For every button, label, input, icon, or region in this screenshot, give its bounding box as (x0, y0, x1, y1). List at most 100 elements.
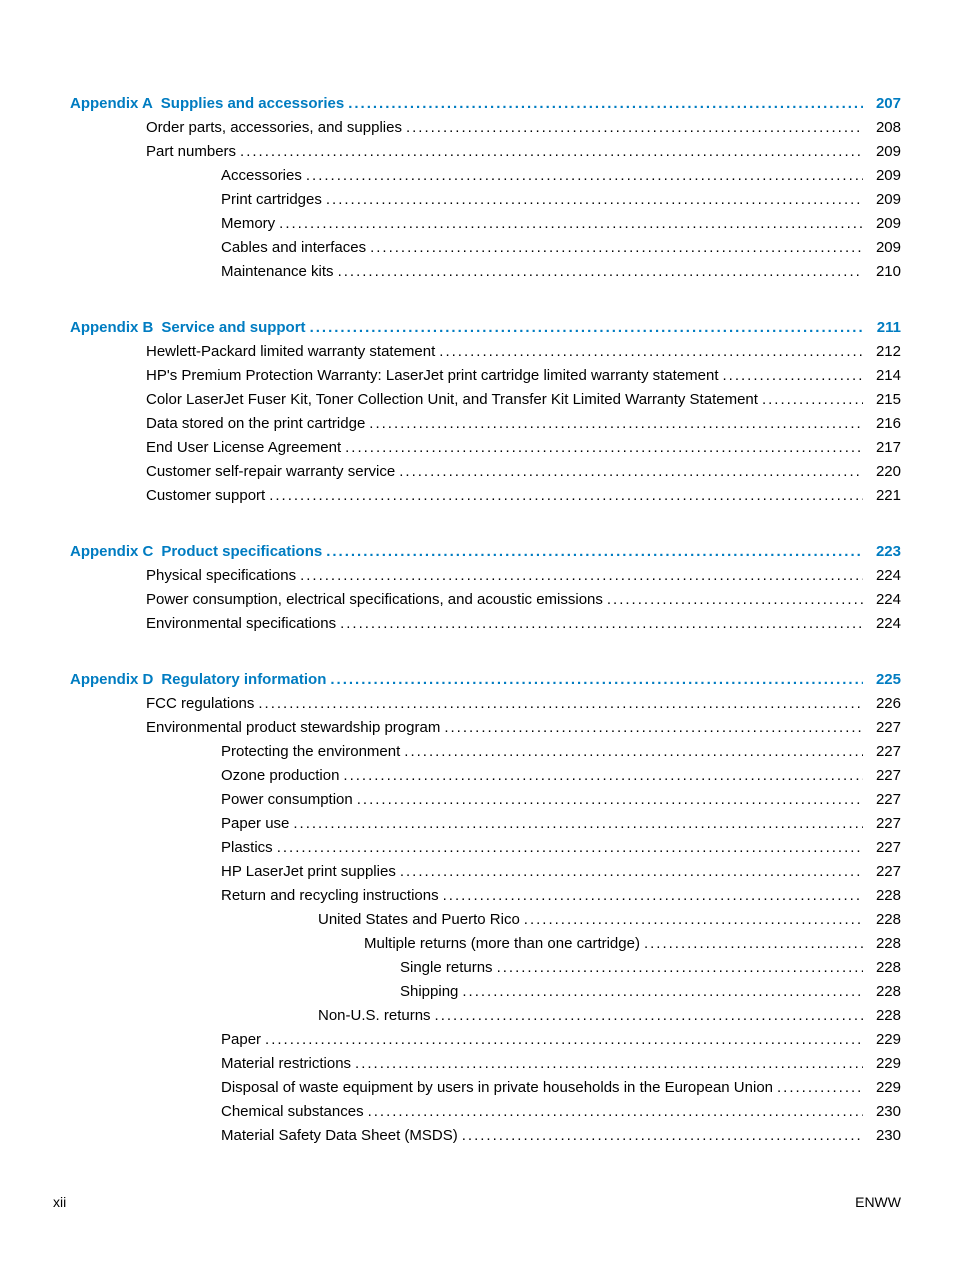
toc-page-number: 227 (867, 716, 901, 740)
toc-entry[interactable]: Print cartridges209 (70, 188, 901, 212)
toc-entry[interactable]: Return and recycling instructions228 (70, 884, 901, 908)
toc-entry[interactable]: Paper 229 (70, 1028, 901, 1052)
toc-entry-label: Data stored on the print cartridge (146, 412, 365, 436)
toc-entry-label: Plastics (221, 836, 273, 860)
toc-leader (644, 932, 863, 956)
toc-page-number: 228 (867, 1004, 901, 1028)
toc-entry[interactable]: Plastics227 (70, 836, 901, 860)
toc-entry[interactable]: Multiple returns (more than one cartridg… (70, 932, 901, 956)
toc-leader (439, 340, 863, 364)
toc-page-number: 209 (867, 140, 901, 164)
toc-entry[interactable]: Chemical substances230 (70, 1100, 901, 1124)
toc-entry-label: Ozone production (221, 764, 339, 788)
toc-entry[interactable]: Data stored on the print cartridge216 (70, 412, 901, 436)
toc-leader (258, 692, 863, 716)
toc-page-number: 221 (867, 484, 901, 508)
toc-section-appendix-b: Appendix B Service and support 211 Hewle… (70, 316, 901, 508)
toc-entry-label: Part numbers (146, 140, 236, 164)
toc-entry[interactable]: Environmental specifications 224 (70, 612, 901, 636)
toc-leader (462, 1124, 863, 1148)
toc-leader (404, 740, 863, 764)
toc-entry[interactable]: Color LaserJet Fuser Kit, Toner Collecti… (70, 388, 901, 412)
toc-page-number: 228 (867, 884, 901, 908)
toc-entry[interactable]: Material restrictions229 (70, 1052, 901, 1076)
toc-page-number: 217 (867, 436, 901, 460)
toc-entry-label: Environmental specifications (146, 612, 336, 636)
toc-page-number: 229 (867, 1052, 901, 1076)
toc-page-number: 224 (867, 612, 901, 636)
toc-entry-label: Non-U.S. returns (318, 1004, 431, 1028)
toc-entry[interactable]: Accessories209 (70, 164, 901, 188)
toc-content: Appendix A Supplies and accessories 207 … (70, 92, 901, 1180)
toc-heading-appendix-b[interactable]: Appendix B Service and support 211 (70, 316, 901, 340)
toc-entry[interactable]: Protecting the environment227 (70, 740, 901, 764)
toc-entry[interactable]: Physical specifications224 (70, 564, 901, 588)
toc-entry[interactable]: Order parts, accessories, and supplies20… (70, 116, 901, 140)
toc-entry[interactable]: Power consumption, electrical specificat… (70, 588, 901, 612)
toc-entry[interactable]: Hewlett-Packard limited warranty stateme… (70, 340, 901, 364)
toc-heading-prefix: Appendix A (70, 92, 153, 116)
toc-page-number: 220 (867, 460, 901, 484)
toc-entry-label: Protecting the environment (221, 740, 400, 764)
toc-leader (340, 612, 863, 636)
toc-entry[interactable]: End User License Agreement217 (70, 436, 901, 460)
toc-section-appendix-d: Appendix D Regulatory information 225 FC… (70, 668, 901, 1148)
toc-heading-appendix-a[interactable]: Appendix A Supplies and accessories 207 (70, 92, 901, 116)
toc-leader (355, 1052, 863, 1076)
toc-heading-title: Product specifications (161, 540, 322, 564)
toc-entry-label: Memory (221, 212, 275, 236)
toc-leader (399, 460, 863, 484)
toc-entry[interactable]: United States and Puerto Rico228 (70, 908, 901, 932)
toc-entry[interactable]: Part numbers 209 (70, 140, 901, 164)
toc-leader (723, 364, 863, 388)
toc-heading-appendix-c[interactable]: Appendix C Product specifications 223 (70, 540, 901, 564)
toc-entry[interactable]: Material Safety Data Sheet (MSDS)230 (70, 1124, 901, 1148)
toc-entry[interactable]: Maintenance kits210 (70, 260, 901, 284)
toc-entry[interactable]: Customer support221 (70, 484, 901, 508)
toc-page-number: 227 (867, 764, 901, 788)
toc-leader (607, 588, 863, 612)
toc-entry-label: Multiple returns (more than one cartridg… (364, 932, 640, 956)
toc-entry-label: Print cartridges (221, 188, 322, 212)
toc-entry[interactable]: Single returns228 (70, 956, 901, 980)
toc-leader (462, 980, 863, 1004)
toc-page-number: 211 (867, 316, 901, 340)
toc-entry[interactable]: Shipping228 (70, 980, 901, 1004)
toc-entry-label: United States and Puerto Rico (318, 908, 520, 932)
toc-leader (326, 188, 863, 212)
toc-leader (300, 564, 863, 588)
toc-heading-title: Regulatory information (161, 668, 326, 692)
toc-entry[interactable]: Environmental product stewardship progra… (70, 716, 901, 740)
toc-leader (345, 436, 863, 460)
toc-entry[interactable]: HP's Premium Protection Warranty: LaserJ… (70, 364, 901, 388)
toc-leader (400, 860, 863, 884)
toc-heading-appendix-d[interactable]: Appendix D Regulatory information 225 (70, 668, 901, 692)
toc-entry[interactable]: Disposal of waste equipment by users in … (70, 1076, 901, 1100)
toc-page-number: 230 (867, 1100, 901, 1124)
toc-entry[interactable]: Customer self-repair warranty service220 (70, 460, 901, 484)
toc-entry[interactable]: HP LaserJet print supplies227 (70, 860, 901, 884)
toc-leader (269, 484, 863, 508)
toc-entry-label: Physical specifications (146, 564, 296, 588)
toc-entry[interactable]: Paper use227 (70, 812, 901, 836)
toc-entry-label: Paper (221, 1028, 261, 1052)
toc-section-appendix-c: Appendix C Product specifications 223 Ph… (70, 540, 901, 636)
toc-entry[interactable]: Non-U.S. returns 228 (70, 1004, 901, 1028)
toc-leader (444, 716, 863, 740)
toc-entry[interactable]: Memory209 (70, 212, 901, 236)
toc-entry-label: Single returns (400, 956, 493, 980)
toc-entry-label: Order parts, accessories, and supplies (146, 116, 402, 140)
toc-leader (524, 908, 863, 932)
toc-page-number: 230 (867, 1124, 901, 1148)
toc-leader (343, 764, 863, 788)
toc-entry[interactable]: FCC regulations226 (70, 692, 901, 716)
toc-entry-label: Power consumption (221, 788, 353, 812)
toc-entry[interactable]: Power consumption227 (70, 788, 901, 812)
toc-leader (326, 540, 863, 564)
toc-entry[interactable]: Ozone production 227 (70, 764, 901, 788)
toc-entry-label: Environmental product stewardship progra… (146, 716, 440, 740)
toc-page-number: 229 (867, 1028, 901, 1052)
footer-right-text: ENWW (855, 1194, 901, 1210)
toc-leader (277, 836, 863, 860)
toc-entry[interactable]: Cables and interfaces209 (70, 236, 901, 260)
